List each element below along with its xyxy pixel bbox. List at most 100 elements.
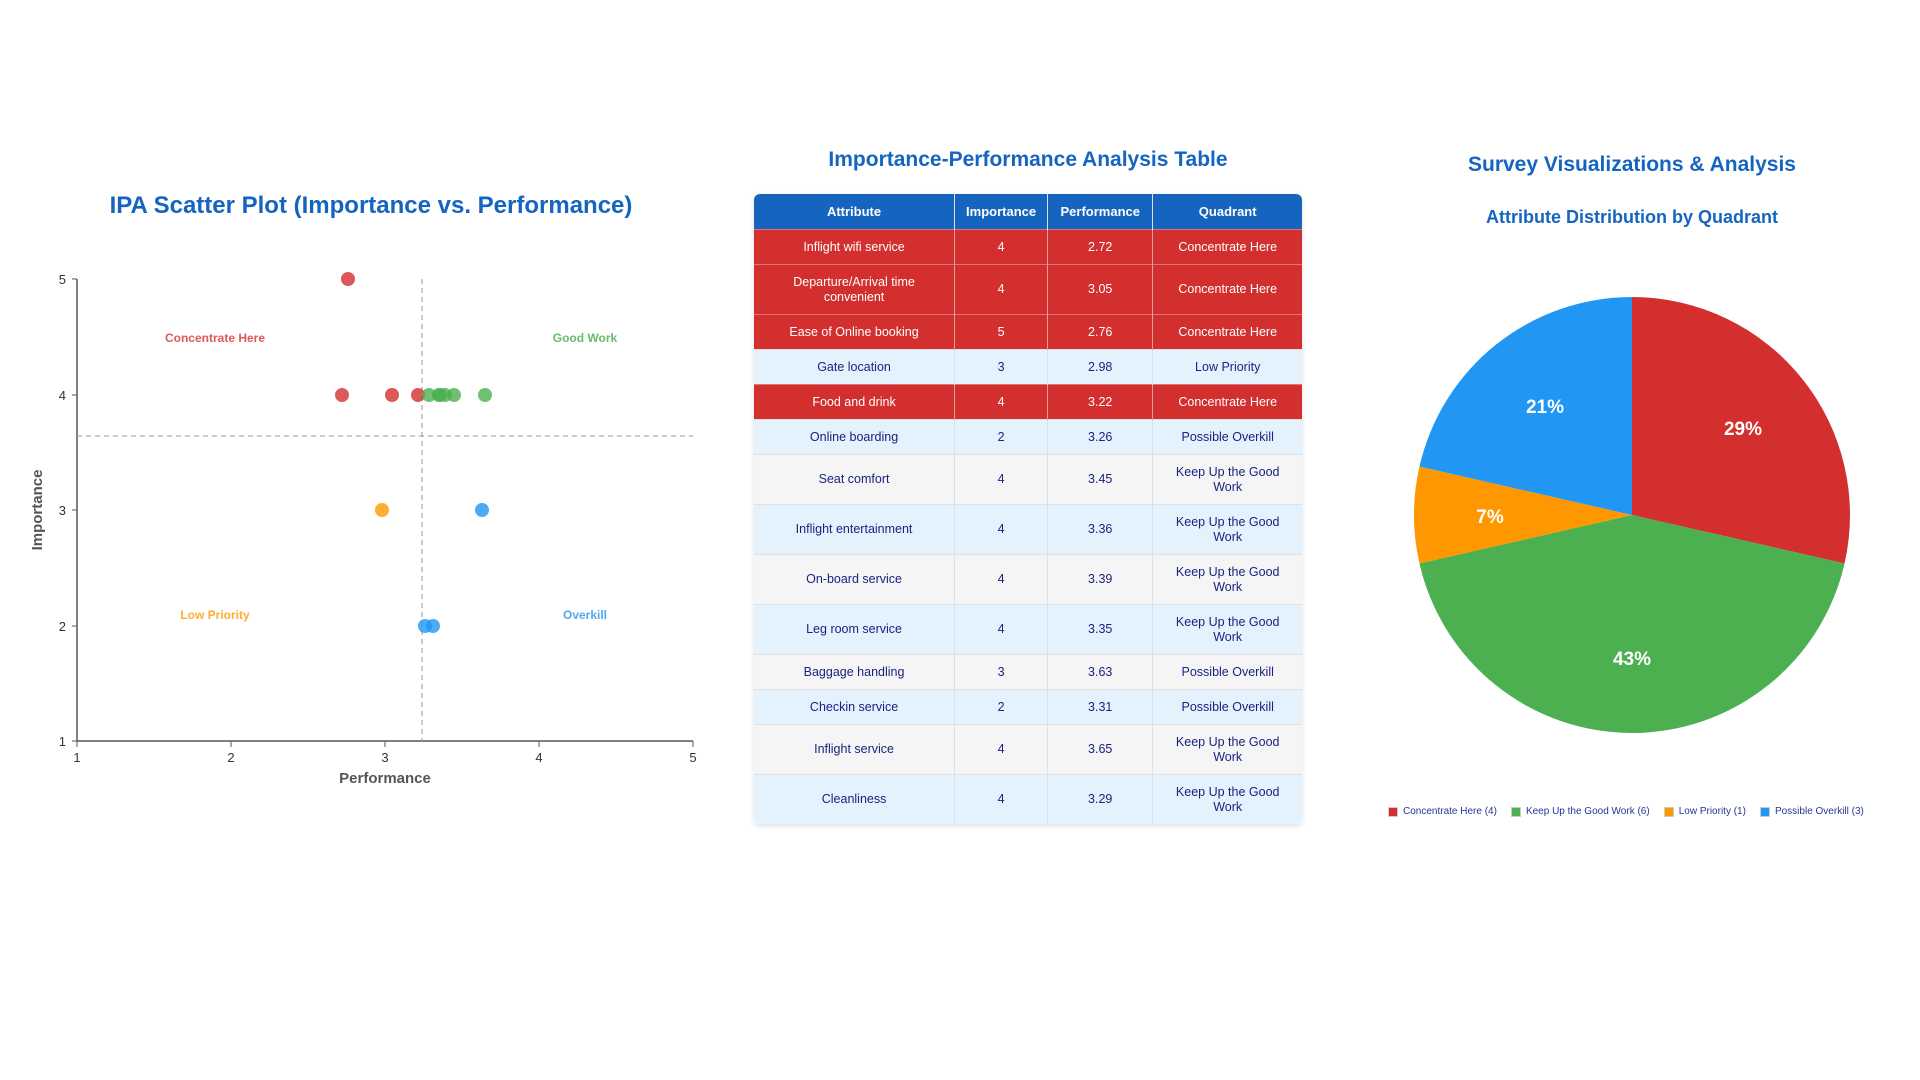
legend-swatch-icon xyxy=(1663,806,1674,817)
cell-performance: 3.35 xyxy=(1047,604,1154,655)
cell-attribute: Inflight wifi service xyxy=(754,229,956,265)
cell-importance: 4 xyxy=(954,504,1049,555)
cell-attribute: Baggage handling xyxy=(754,654,956,690)
cell-quadrant: Possible Overkill xyxy=(1152,654,1302,690)
scatter-points xyxy=(335,272,492,633)
svg-text:2: 2 xyxy=(227,750,234,765)
table-row: Cleanliness 4 3.29 Keep Up the Good Work xyxy=(754,774,1302,824)
point-ease-online-booking[interactable] xyxy=(341,272,355,286)
legend-label: Keep Up the Good Work (6) xyxy=(1525,806,1650,817)
table-row: Inflight service 4 3.65 Keep Up the Good… xyxy=(754,724,1302,775)
ipa-table: Attribute Importance Performance Quadran… xyxy=(754,194,1302,824)
pie-label-low-priority: 7% xyxy=(1476,507,1504,528)
col-header-performance[interactable]: Performance xyxy=(1047,194,1154,230)
x-axis-label: Performance xyxy=(339,770,431,787)
cell-quadrant: Possible Overkill xyxy=(1152,689,1302,725)
cell-importance: 3 xyxy=(954,654,1049,690)
cell-performance: 2.76 xyxy=(1047,314,1154,350)
cell-attribute: On-board service xyxy=(754,554,956,605)
cell-attribute: Inflight entertainment xyxy=(754,504,956,555)
legend-item-low-priority[interactable]: Low Priority (1) xyxy=(1663,806,1746,817)
pie-slice-overkill[interactable] xyxy=(1419,297,1632,515)
cell-performance: 3.22 xyxy=(1047,384,1154,420)
legend-label: Low Priority (1) xyxy=(1678,806,1746,817)
point-baggage-handling[interactable] xyxy=(475,503,489,517)
cell-importance: 4 xyxy=(954,384,1049,420)
cell-importance: 4 xyxy=(954,604,1049,655)
point-checkin-service[interactable] xyxy=(426,619,440,633)
svg-text:2: 2 xyxy=(59,619,66,634)
table-row: Departure/Arrival time convenient 4 3.05… xyxy=(754,264,1302,315)
svg-text:3: 3 xyxy=(59,503,66,518)
cell-performance: 3.63 xyxy=(1047,654,1154,690)
col-header-importance[interactable]: Importance xyxy=(954,194,1049,230)
cell-quadrant: Concentrate Here xyxy=(1152,384,1302,420)
section-title: Survey Visualizations & Analysis xyxy=(1468,153,1796,176)
cell-importance: 2 xyxy=(954,419,1049,455)
table-row: Inflight wifi service 4 2.72 Concentrate… xyxy=(754,229,1302,265)
cell-attribute: Checkin service xyxy=(754,689,956,725)
col-header-attribute[interactable]: Attribute xyxy=(754,194,956,230)
legend-label: Possible Overkill (3) xyxy=(1774,806,1864,817)
cell-importance: 4 xyxy=(954,774,1049,824)
point-inflight-service[interactable] xyxy=(478,388,492,402)
cell-attribute: Cleanliness xyxy=(754,774,956,824)
cell-quadrant: Concentrate Here xyxy=(1152,314,1302,350)
cell-attribute: Leg room service xyxy=(754,604,956,655)
cell-performance: 3.36 xyxy=(1047,504,1154,555)
legend-item-concentrate[interactable]: Concentrate Here (4) xyxy=(1388,806,1497,817)
cell-performance: 3.05 xyxy=(1047,264,1154,315)
point-departure-arrival[interactable] xyxy=(385,388,399,402)
cell-quadrant: Low Priority xyxy=(1152,349,1302,385)
table-row: On-board service 4 3.39 Keep Up the Good… xyxy=(754,554,1302,605)
svg-text:1: 1 xyxy=(59,734,66,749)
pie-label-overkill: 21% xyxy=(1526,397,1564,418)
cell-performance: 3.39 xyxy=(1047,554,1154,605)
cell-importance: 4 xyxy=(954,264,1049,315)
table-row: Food and drink 4 3.22 Concentrate Here xyxy=(754,384,1302,420)
table-row: Checkin service 2 3.31 Possible Overkill xyxy=(754,689,1302,725)
point-cleanliness[interactable] xyxy=(422,388,436,402)
pie-slice-concentrate[interactable] xyxy=(1632,297,1850,564)
cell-attribute: Departure/Arrival time convenient xyxy=(754,264,956,315)
col-header-quadrant[interactable]: Quadrant xyxy=(1152,194,1302,230)
cell-performance: 3.65 xyxy=(1047,724,1154,775)
pie-slice-low-priority[interactable] xyxy=(1414,466,1632,564)
point-inflight-wifi[interactable] xyxy=(335,388,349,402)
svg-text:5: 5 xyxy=(689,750,696,765)
quadrant-label-concentrate: Concentrate Here xyxy=(165,331,265,345)
table-row: Ease of Online booking 5 2.76 Concentrat… xyxy=(754,314,1302,350)
cell-importance: 3 xyxy=(954,349,1049,385)
quadrant-label-overkill: Overkill xyxy=(563,608,607,622)
cell-attribute: Inflight service xyxy=(754,724,956,775)
cell-importance: 4 xyxy=(954,554,1049,605)
cell-importance: 2 xyxy=(954,689,1049,725)
svg-text:1: 1 xyxy=(73,750,80,765)
svg-text:4: 4 xyxy=(535,750,542,765)
cell-attribute: Online boarding xyxy=(754,419,956,455)
legend-item-good-work[interactable]: Keep Up the Good Work (6) xyxy=(1510,806,1650,817)
cell-quadrant: Concentrate Here xyxy=(1152,264,1302,315)
legend-item-overkill[interactable]: Possible Overkill (3) xyxy=(1759,806,1864,817)
svg-text:3: 3 xyxy=(381,750,388,765)
point-food-drink[interactable] xyxy=(411,388,425,402)
pie-chart: 29% 43% 7% 21% xyxy=(1414,297,1850,733)
svg-text:5: 5 xyxy=(59,272,66,287)
cell-performance: 3.45 xyxy=(1047,454,1154,505)
table-row: Leg room service 4 3.35 Keep Up the Good… xyxy=(754,604,1302,655)
cell-quadrant: Keep Up the Good Work xyxy=(1152,454,1302,505)
legend-swatch-icon xyxy=(1510,806,1521,817)
point-seat-comfort[interactable] xyxy=(447,388,461,402)
cell-performance: 2.72 xyxy=(1047,229,1154,265)
cell-quadrant: Concentrate Here xyxy=(1152,229,1302,265)
legend-swatch-icon xyxy=(1759,806,1770,817)
cell-attribute: Gate location xyxy=(754,349,956,385)
cell-importance: 5 xyxy=(954,314,1049,350)
table-row: Gate location 3 2.98 Low Priority xyxy=(754,349,1302,385)
pie-slice-good-work[interactable] xyxy=(1419,515,1845,733)
quadrant-label-low-priority: Low Priority xyxy=(180,608,250,622)
y-ticks: 5 4 3 2 1 xyxy=(59,272,77,749)
point-gate-location[interactable] xyxy=(375,503,389,517)
table-row: Baggage handling 3 3.63 Possible Overkil… xyxy=(754,654,1302,690)
legend-swatch-icon xyxy=(1388,806,1398,817)
